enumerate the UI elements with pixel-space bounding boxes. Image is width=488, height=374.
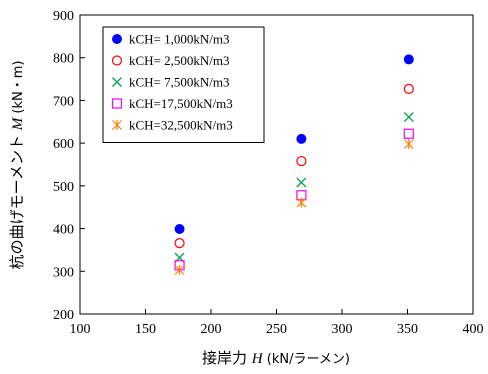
axis-ticks: 100 150 200 250 300 350 400 200 300 400 500 600 700 8…	[53, 9, 484, 337]
data-point-series-5	[403, 138, 414, 149]
data-point-series-4	[403, 128, 414, 139]
y-tick-label: 800	[53, 52, 74, 67]
x-tick-label: 200	[201, 322, 222, 337]
data-point-series-2	[403, 83, 414, 94]
y-tick-label: 300	[53, 265, 74, 280]
legend-label: kCH=32,500kN/m3	[129, 118, 233, 133]
data-point-series-5	[296, 197, 307, 208]
y-tick-label: 900	[53, 9, 74, 24]
data-point-series-2	[296, 155, 307, 167]
y-tick-label: 600	[53, 137, 74, 152]
x-tick-label: 250	[266, 322, 287, 337]
legend-marker	[111, 55, 123, 66]
x-axis-title-var: H	[251, 351, 264, 367]
legend: kCH= 1,000kN/m3 kCH= 2,500kN/m3 kCH= 7,500…	[102, 26, 265, 143]
data-marks	[174, 54, 414, 276]
y-tick-label: 700	[53, 94, 74, 109]
legend-marker	[112, 34, 122, 44]
data-point-series-1	[296, 133, 307, 144]
x-axis-title: 接岸力 H (kN/ラーメン)	[202, 349, 350, 367]
data-point-series-3	[403, 112, 414, 123]
y-tick-label: 500	[53, 180, 74, 195]
x-tick-label: 350	[397, 322, 418, 337]
y-tick-label: 200	[53, 308, 74, 323]
legend-marker	[112, 120, 122, 130]
legend-box	[102, 26, 265, 143]
data-point-series-3	[296, 177, 307, 188]
y-axis-title: 杭の曲げモーメント M (kN・m)	[8, 61, 26, 270]
x-tick-label: 100	[70, 322, 91, 337]
y-axis-title-unit: (kN・m)	[11, 61, 26, 118]
data-point-series-1	[403, 54, 414, 65]
x-tick-label: 300	[332, 322, 353, 337]
legend-marker	[111, 98, 123, 109]
x-tick-label: 150	[135, 322, 156, 337]
y-axis-title-main: 杭の曲げモーメント	[8, 130, 26, 269]
data-point-series-2	[174, 237, 185, 249]
y-tick-label: 400	[53, 223, 74, 238]
data-point-series-1	[174, 223, 185, 234]
legend-label: kCH= 1,000kN/m3	[129, 32, 230, 47]
x-axis-title-main: 接岸力	[202, 349, 252, 367]
data-point-series-5	[174, 265, 185, 276]
legend-marker	[112, 77, 122, 87]
legend-label: kCH=17,500kN/m3	[129, 96, 233, 111]
x-tick-label: 400	[463, 322, 484, 337]
y-axis-title-var: M	[10, 116, 26, 131]
legend-label: kCH= 2,500kN/m3	[129, 53, 230, 68]
x-axis-title-unit: (kN/ラーメン)	[263, 352, 350, 367]
legend-label: kCH= 7,500kN/m3	[129, 75, 230, 90]
